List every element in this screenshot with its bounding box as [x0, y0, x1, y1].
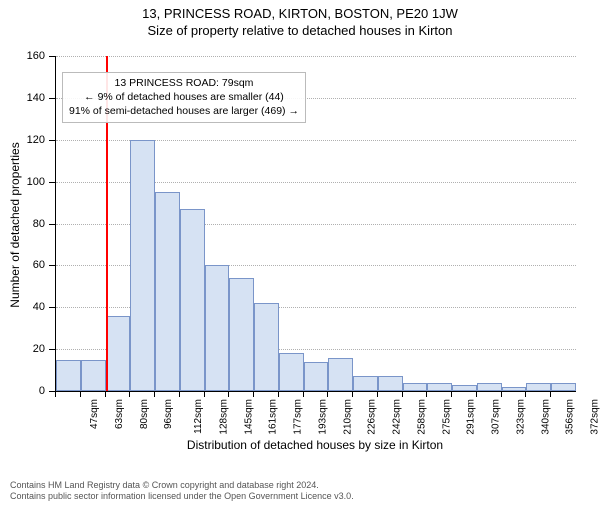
- bar: [551, 383, 576, 391]
- bar: [304, 362, 329, 391]
- x-tick-label: 372sqm: [590, 399, 600, 435]
- bar: [155, 192, 180, 391]
- x-tick-label: 47sqm: [89, 399, 100, 429]
- x-tick-label: 275sqm: [441, 399, 452, 435]
- x-tick-label: 96sqm: [163, 399, 174, 429]
- footer-line1: Contains HM Land Registry data © Crown c…: [10, 480, 354, 491]
- x-tick: [228, 391, 229, 397]
- bar: [403, 383, 428, 391]
- bar: [502, 387, 527, 391]
- y-tick-label: 140: [0, 92, 45, 104]
- annotation-line2: ← 9% of detached houses are smaller (44): [69, 90, 299, 104]
- x-tick-label: 128sqm: [218, 399, 229, 435]
- bar: [353, 376, 378, 391]
- x-tick-label: 145sqm: [243, 399, 254, 435]
- bar: [130, 140, 155, 391]
- bar: [378, 376, 403, 391]
- x-tick: [352, 391, 353, 397]
- x-tick: [327, 391, 328, 397]
- y-tick-label: 160: [0, 50, 45, 62]
- x-tick: [402, 391, 403, 397]
- x-tick: [451, 391, 452, 397]
- bar: [180, 209, 205, 391]
- footer: Contains HM Land Registry data © Crown c…: [10, 480, 354, 503]
- x-tick-label: 323sqm: [516, 399, 527, 435]
- x-tick-label: 193sqm: [317, 399, 328, 435]
- x-tick-label: 258sqm: [416, 399, 427, 435]
- x-tick: [525, 391, 526, 397]
- x-tick-label: 356sqm: [565, 399, 576, 435]
- x-tick: [179, 391, 180, 397]
- x-tick: [550, 391, 551, 397]
- bar: [526, 383, 551, 391]
- x-tick-label: 80sqm: [139, 399, 150, 429]
- x-tick: [105, 391, 106, 397]
- x-tick: [55, 391, 56, 397]
- x-tick: [426, 391, 427, 397]
- bar: [279, 353, 304, 391]
- bar: [229, 278, 254, 391]
- y-tick-label: 80: [0, 218, 45, 230]
- x-tick-label: 161sqm: [268, 399, 279, 435]
- bar: [328, 358, 353, 392]
- x-tick-label: 340sqm: [540, 399, 551, 435]
- x-tick-label: 307sqm: [491, 399, 502, 435]
- bar: [56, 360, 81, 391]
- x-tick: [501, 391, 502, 397]
- x-tick-label: 242sqm: [392, 399, 403, 435]
- page-subtitle: Size of property relative to detached ho…: [0, 23, 600, 38]
- x-tick: [278, 391, 279, 397]
- x-axis-label: Distribution of detached houses by size …: [55, 438, 575, 452]
- plot-area: 13 PRINCESS ROAD: 79sqm ← 9% of detached…: [55, 56, 576, 392]
- x-tick: [377, 391, 378, 397]
- bar: [205, 265, 230, 391]
- x-tick: [303, 391, 304, 397]
- bar: [452, 385, 477, 391]
- page-title: 13, PRINCESS ROAD, KIRTON, BOSTON, PE20 …: [0, 6, 600, 21]
- y-tick-label: 20: [0, 343, 45, 355]
- y-tick-label: 100: [0, 176, 45, 188]
- x-tick: [80, 391, 81, 397]
- y-tick-label: 120: [0, 134, 45, 146]
- x-tick-label: 226sqm: [367, 399, 378, 435]
- x-tick: [129, 391, 130, 397]
- x-tick: [253, 391, 254, 397]
- x-tick: [476, 391, 477, 397]
- annotation-line1: 13 PRINCESS ROAD: 79sqm: [69, 76, 299, 90]
- bar: [427, 383, 452, 391]
- x-tick-label: 177sqm: [293, 399, 304, 435]
- bar: [254, 303, 279, 391]
- y-tick-label: 60: [0, 259, 45, 271]
- y-tick-label: 0: [0, 385, 45, 397]
- x-tick-label: 291sqm: [466, 399, 477, 435]
- gridline: [56, 56, 576, 57]
- bar: [477, 383, 502, 391]
- footer-line2: Contains public sector information licen…: [10, 491, 354, 502]
- x-tick-label: 63sqm: [114, 399, 125, 429]
- bar: [81, 360, 106, 391]
- annotation-box: 13 PRINCESS ROAD: 79sqm ← 9% of detached…: [62, 72, 306, 123]
- bar: [106, 316, 131, 391]
- annotation-line3: 91% of semi-detached houses are larger (…: [69, 104, 299, 118]
- x-tick-label: 210sqm: [342, 399, 353, 435]
- chart-container: Number of detached properties 0204060801…: [0, 48, 600, 448]
- y-tick-label: 40: [0, 301, 45, 313]
- x-tick: [154, 391, 155, 397]
- x-tick: [204, 391, 205, 397]
- x-tick-label: 112sqm: [193, 399, 204, 434]
